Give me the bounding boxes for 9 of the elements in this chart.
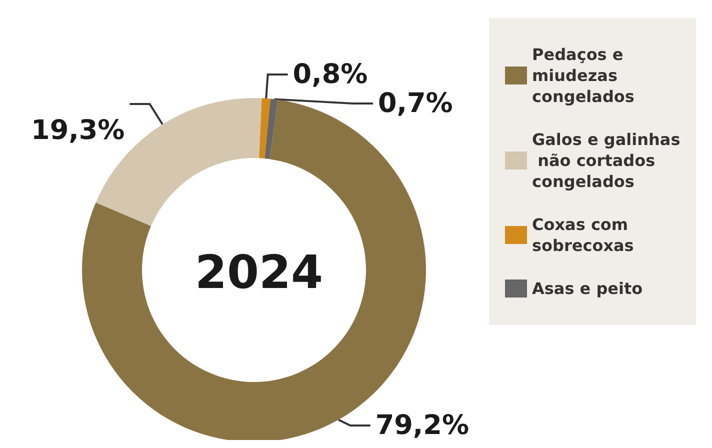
data-label: 0,7% xyxy=(378,88,453,119)
legend-label: Pedaços e miudezas congelados xyxy=(532,45,634,106)
data-label: 19,3% xyxy=(31,114,125,146)
legend-label: Coxas com sobrecoxas xyxy=(532,215,634,255)
text: 2024 xyxy=(194,245,324,299)
data-label: 0,8% xyxy=(292,58,368,90)
data-label: 79,2% xyxy=(375,410,470,441)
legend-label: Galos e galinhas não cortados congelados xyxy=(532,130,680,191)
legend-label: Asas e peito xyxy=(532,279,643,298)
